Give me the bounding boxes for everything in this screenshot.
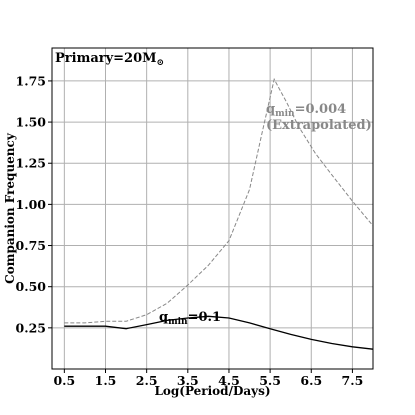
qmin-subscript: min bbox=[275, 109, 295, 119]
qmin-0004-annotation: qmin=0.004 bbox=[266, 102, 346, 119]
y-tick-label: 0.50 bbox=[16, 279, 47, 294]
tick-layer: 0.5 1.5 2.5 3.5 4.5 5.5 6.5 7.5 0.25 0.50 0.75 1.00… bbox=[16, 73, 364, 388]
qmin-value: =0.004 bbox=[295, 102, 347, 117]
x-tick-label: 3.5 bbox=[177, 373, 199, 388]
x-tick-label: 6.5 bbox=[300, 373, 322, 388]
series-layer bbox=[64, 77, 374, 350]
primary-mass-text: Primary=20M bbox=[55, 51, 157, 66]
x-tick-label: 2.5 bbox=[136, 373, 158, 388]
plot-frame bbox=[51, 47, 374, 370]
qmin-q: q bbox=[159, 310, 168, 325]
y-tick-label: 1.75 bbox=[16, 73, 46, 88]
y-tick-label: 1.25 bbox=[16, 156, 46, 171]
x-tick-label: 1.5 bbox=[95, 373, 117, 388]
y-tick-label: 0.25 bbox=[16, 320, 46, 335]
x-axis-label: Log(Period/Days) bbox=[154, 384, 270, 398]
primary-mass-annotation: Primary=20M⊙ bbox=[55, 51, 164, 68]
x-tick-label: 4.5 bbox=[218, 373, 240, 388]
series-line-qmin-0004 bbox=[64, 77, 374, 324]
y-tick-label: 1.50 bbox=[16, 115, 47, 130]
y-tick-label: 1.00 bbox=[16, 197, 47, 212]
qmin-value: =0.1 bbox=[188, 310, 222, 325]
x-tick-label: 5.5 bbox=[259, 373, 281, 388]
x-tick-label: 0.5 bbox=[53, 373, 75, 388]
y-tick-label: 0.75 bbox=[16, 238, 46, 253]
x-tick-label: 7.5 bbox=[342, 373, 364, 388]
extrapolated-label: (Extrapolated) bbox=[266, 118, 372, 133]
sun-symbol-icon: ⊙ bbox=[157, 58, 165, 68]
qmin-01-annotation: qmin=0.1 bbox=[159, 310, 221, 327]
qmin-subscript: min bbox=[168, 317, 188, 327]
qmin-q: q bbox=[266, 102, 275, 117]
y-axis-label: Companion Frequency bbox=[3, 132, 17, 284]
series-line-qmin-01 bbox=[64, 315, 374, 350]
grid bbox=[52, 48, 373, 369]
